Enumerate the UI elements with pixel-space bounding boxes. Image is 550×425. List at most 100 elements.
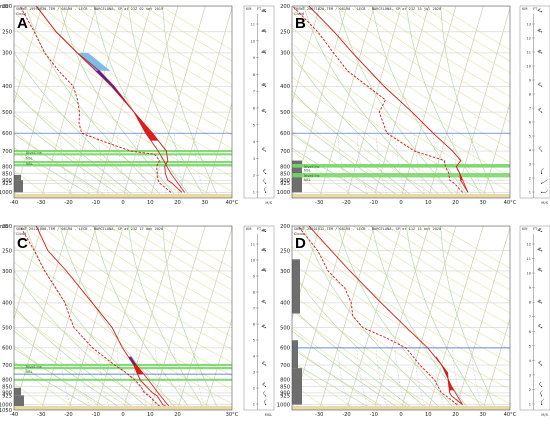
wind-barb-flag (262, 50, 266, 53)
wind-barb-icon (263, 399, 267, 406)
wind-barb-shaft (537, 51, 542, 54)
wind-barb-icon (537, 299, 543, 304)
wind-barb-dot (541, 52, 543, 54)
panel-letter: C (17, 235, 28, 252)
pressure-tick-label: 1050 (0, 408, 12, 414)
mixing-ratio-line (154, 133, 168, 198)
temperature-tick-label: 10 (147, 200, 154, 206)
height-tick-label: 7 (253, 307, 255, 311)
dry-adiabat-line (14, 169, 51, 198)
dry-adiabat-line (75, 226, 232, 326)
temperature-tick-label: 20 (174, 200, 181, 206)
wind-barb-flag (262, 248, 265, 251)
dry-adiabat-line (14, 246, 232, 390)
wind-barb-flag (538, 28, 541, 32)
cape-area-upper (77, 52, 111, 71)
wind-barb-flag (261, 247, 264, 251)
wind-barb-icon (537, 267, 543, 272)
height-unit-label: FT (533, 7, 538, 11)
wind-barb-flag (262, 268, 265, 271)
pressure-tick-label: 300 (2, 51, 12, 57)
skewt-panel-b: 2002503004005006007008008509009251000-30… (277, 4, 550, 206)
wind-barb-flag (537, 323, 541, 327)
plot-area (292, 6, 510, 198)
wind-barb-icon (261, 108, 267, 113)
dry-adiabat-line (40, 6, 232, 136)
height-tick-label: 10 (250, 39, 255, 43)
height-unit-label: MSL (265, 413, 272, 417)
wind-barb-dot (265, 150, 267, 152)
moist-adiabat-line (303, 6, 443, 198)
pressure-tick-label: 850 (2, 384, 12, 390)
mixing-ratio-line (471, 347, 484, 410)
wind-barb-flag (261, 29, 264, 32)
temperature-unit-label: 40°C (226, 200, 239, 206)
wind-barb-flag (262, 168, 266, 172)
plot-frame (13, 225, 233, 411)
surface-strip (292, 406, 510, 410)
height-tick-label: 1 (529, 191, 531, 195)
pressure-tick-label: 300 (2, 269, 12, 275)
pressure-tick-label: 200 (280, 4, 290, 10)
height-unit-label: M/S (265, 201, 272, 205)
height-tick-label: 6 (529, 330, 532, 334)
cloud-cover-bar (14, 387, 21, 396)
wind-barb-flag (537, 28, 541, 31)
height-tick-label: 7 (529, 315, 531, 319)
dry-adiabat-line (14, 12, 232, 163)
dry-adiabat-line (292, 363, 357, 410)
mixing-ratio-line (471, 133, 484, 198)
wind-barb-flag (261, 299, 265, 302)
wind-barb-flag (262, 147, 265, 150)
height-tick-label: 9 (253, 275, 256, 279)
height-tick-label: 8 (529, 301, 532, 305)
wind-barb-flag (262, 83, 265, 86)
wind-barb-dot (265, 111, 267, 113)
wind-barb-flag (262, 299, 265, 303)
wind-barb-dot (541, 327, 543, 329)
cloud-cover-bar (292, 340, 298, 369)
pressure-tick-label: 800 (2, 378, 12, 384)
mixing-ratio-line (116, 347, 130, 410)
pressure-tick-label: 600 (280, 346, 290, 352)
wind-barb-dot (265, 11, 267, 13)
pressure-tick-label: 600 (280, 131, 290, 137)
temperature-profile (308, 226, 463, 405)
height-tick-label: 1 (253, 403, 255, 407)
mixing-ratio-line (59, 133, 73, 198)
height-unit-label: FT (257, 227, 262, 231)
wind-barb-shaft (538, 148, 542, 152)
moist-adiabat-line (337, 226, 456, 410)
dry-adiabat-line (292, 12, 510, 163)
pressure-tick-label: 300 (280, 51, 290, 57)
wind-barb-dot (265, 327, 267, 329)
wind-barb-dot (541, 270, 543, 272)
temperature-profile (35, 226, 173, 410)
wind-barb-dot (541, 191, 543, 193)
wind-barb-flag (262, 29, 266, 32)
surface-strip (14, 406, 232, 410)
isotherm-line (427, 226, 484, 410)
dry-adiabat-line (14, 130, 106, 198)
temperature-tick-label: 10 (147, 412, 154, 418)
wind-barb-flag (263, 83, 267, 86)
mixing-ratio-line (413, 347, 427, 410)
wind-barb-shaft (262, 170, 266, 174)
moist-adiabat-line (406, 226, 484, 410)
dry-adiabat-line (404, 6, 510, 74)
dry-adiabat-line (14, 111, 134, 198)
dry-adiabat-line (14, 27, 232, 178)
cloud-cover-bar (292, 259, 300, 314)
wind-barb-shaft (537, 301, 542, 304)
moist-adiabat-line (292, 115, 402, 198)
wind-barb-icon (538, 107, 543, 113)
pressure-tick-label: 300 (280, 269, 290, 275)
level-label: Nivell Ins (26, 151, 42, 155)
pressure-tick-label: 400 (280, 301, 290, 307)
height-tick-label: 5 (529, 135, 531, 139)
wind-barb-flag (261, 108, 265, 112)
wind-barb-flag (538, 299, 541, 303)
dry-adiabat-line (353, 6, 510, 110)
wind-barb-flag (537, 8, 541, 11)
